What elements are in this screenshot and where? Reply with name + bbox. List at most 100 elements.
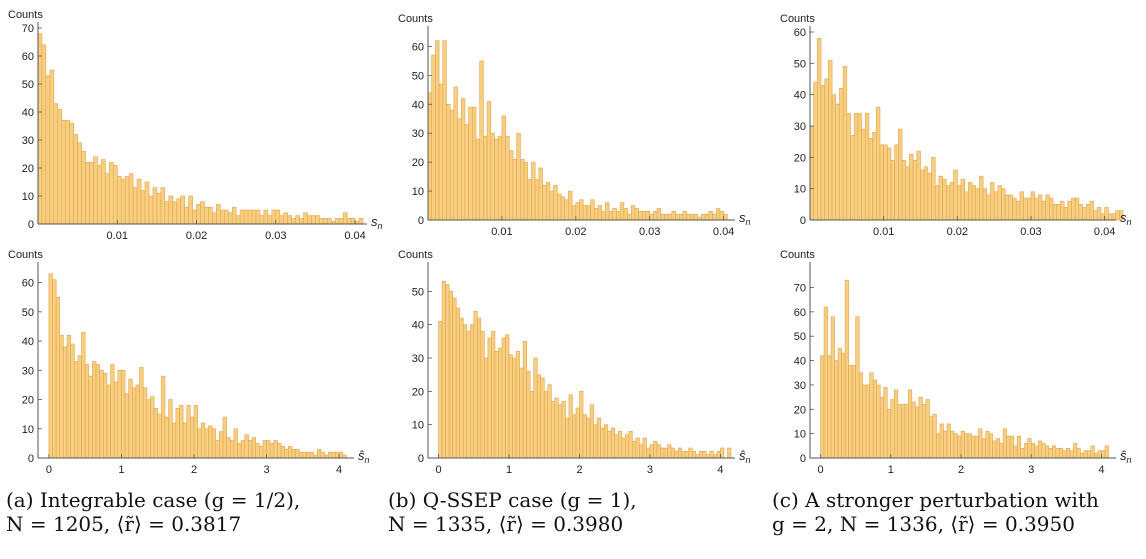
histogram-bar bbox=[287, 215, 292, 225]
histogram-bar bbox=[920, 169, 925, 221]
histogram-bar bbox=[497, 135, 503, 221]
histogram-bar bbox=[49, 69, 55, 225]
histogram-bar bbox=[945, 185, 951, 221]
histogram-bar bbox=[204, 428, 209, 459]
histogram-bar bbox=[480, 331, 485, 459]
histogram-bar bbox=[103, 372, 108, 459]
histogram-bar bbox=[338, 451, 344, 459]
histogram-bar bbox=[1034, 197, 1039, 221]
histogram-bar bbox=[479, 60, 484, 221]
histogram-bar bbox=[823, 306, 828, 459]
histogram-bar bbox=[303, 212, 308, 225]
histogram-bar bbox=[1104, 445, 1109, 459]
histogram-bar bbox=[233, 428, 238, 459]
histogram-bar bbox=[579, 391, 584, 459]
y-tick-label: 10 bbox=[22, 424, 34, 436]
histogram-bar bbox=[915, 406, 920, 459]
histogram-bar bbox=[988, 433, 993, 459]
histogram-bar bbox=[931, 157, 936, 221]
histogram-bar bbox=[543, 391, 549, 459]
histogram-bar bbox=[55, 296, 61, 459]
histogram-bar bbox=[1089, 200, 1094, 221]
histogram-bar bbox=[916, 150, 921, 221]
histogram-bar bbox=[196, 204, 201, 225]
y-tick-label: 30 bbox=[22, 135, 34, 147]
histogram-bar bbox=[128, 173, 134, 225]
histogram-bar bbox=[964, 191, 969, 221]
histogram-bar bbox=[1037, 440, 1043, 459]
histogram-bar bbox=[453, 86, 458, 221]
histogram-bar bbox=[41, 44, 47, 225]
histogram-bar bbox=[564, 199, 569, 221]
histogram-bar bbox=[691, 451, 697, 459]
histogram-bar bbox=[464, 124, 469, 221]
histogram-bar bbox=[469, 324, 475, 459]
histogram-bar bbox=[827, 355, 832, 459]
histogram-bar bbox=[306, 451, 311, 459]
histogram-bar bbox=[1104, 207, 1109, 221]
x-tick-label: 0.02 bbox=[947, 226, 968, 238]
histogram-bar bbox=[255, 443, 260, 459]
histogram-bar bbox=[850, 135, 855, 221]
histogram-bar bbox=[152, 187, 158, 225]
histogram-bar bbox=[1041, 443, 1046, 459]
histogram-bar bbox=[179, 405, 184, 459]
histogram-bar bbox=[957, 185, 962, 221]
histogram-bar bbox=[642, 437, 647, 459]
x-tick-label: 2 bbox=[576, 464, 582, 476]
histogram-bar bbox=[554, 397, 559, 459]
histogram-bar bbox=[628, 431, 633, 459]
histogram-bar bbox=[219, 431, 224, 459]
histogram-bar bbox=[986, 194, 991, 221]
histogram-bar bbox=[627, 213, 632, 221]
y-tick-label: 40 bbox=[22, 107, 34, 119]
y-tick-label: 50 bbox=[22, 307, 34, 319]
histogram-bar bbox=[575, 407, 580, 459]
histogram-bar bbox=[529, 391, 534, 459]
histogram-bar bbox=[490, 132, 495, 221]
histogram-bar bbox=[1012, 197, 1017, 221]
histogram-bar bbox=[542, 184, 547, 221]
histogram-bar bbox=[589, 404, 594, 459]
histogram-bar bbox=[197, 428, 202, 459]
histogram-bar bbox=[81, 332, 86, 459]
histogram-bar bbox=[688, 447, 693, 459]
x-axis-label: ŝn bbox=[1120, 448, 1132, 465]
histogram-bar bbox=[1076, 447, 1081, 459]
histogram-bar bbox=[342, 212, 348, 225]
histogram-bar bbox=[656, 208, 662, 221]
y-tick-label: 10 bbox=[794, 429, 806, 441]
histogram-bar bbox=[190, 416, 195, 459]
histogram-bar bbox=[208, 425, 213, 459]
histogram-bar bbox=[327, 451, 333, 459]
histogram-bar bbox=[157, 413, 162, 459]
histogram-bar bbox=[979, 175, 984, 221]
y-tick-label: 0 bbox=[418, 215, 424, 227]
histogram-bar bbox=[431, 54, 436, 221]
histogram-bar bbox=[448, 291, 453, 459]
histogram-bar bbox=[48, 273, 53, 459]
histogram-bar bbox=[175, 408, 180, 459]
histogram-bar bbox=[284, 448, 289, 459]
histogram-bar bbox=[1006, 435, 1011, 459]
y-tick-label: 30 bbox=[794, 380, 806, 392]
histogram-bar bbox=[848, 365, 853, 459]
histogram-bar bbox=[132, 187, 138, 225]
histogram-bar bbox=[708, 211, 713, 221]
histogram-bar bbox=[239, 209, 245, 225]
histogram-bar bbox=[893, 389, 899, 459]
y-tick-label: 40 bbox=[412, 99, 424, 111]
histogram-bar bbox=[600, 427, 605, 459]
histogram-bar bbox=[172, 201, 178, 225]
y-tick-label: 10 bbox=[794, 184, 806, 196]
y-tick-label: 30 bbox=[22, 365, 34, 377]
histogram-bar bbox=[113, 164, 118, 225]
y-tick-label: 40 bbox=[412, 320, 424, 332]
histogram-bar bbox=[883, 144, 888, 221]
histogram-bar bbox=[646, 447, 651, 459]
histogram-bar bbox=[978, 428, 983, 459]
histogram-bar bbox=[835, 103, 840, 221]
histogram-bar bbox=[879, 396, 885, 459]
histogram-bar bbox=[124, 393, 129, 459]
histogram-bar bbox=[558, 404, 563, 459]
